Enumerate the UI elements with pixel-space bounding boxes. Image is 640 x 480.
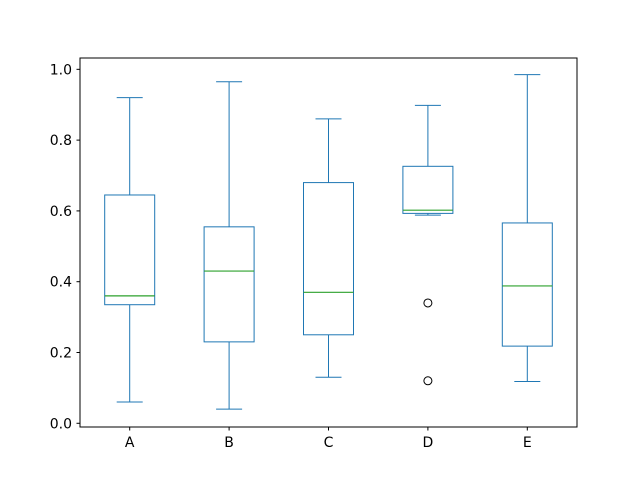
box-D: [402, 165, 454, 214]
x-tick-label: B: [224, 435, 234, 451]
box-B: [203, 226, 255, 343]
flier-D: [423, 298, 433, 308]
y-tick-label: 1.0: [50, 62, 72, 78]
y-tick-label: 0.8: [50, 133, 72, 149]
y-tick-label: 0.2: [50, 345, 72, 361]
x-tick-label: E: [523, 435, 532, 451]
box-A: [104, 194, 156, 306]
x-tick-label: C: [324, 435, 334, 451]
box-C: [303, 182, 354, 336]
box-E: [501, 222, 553, 347]
x-tick-label: A: [125, 435, 135, 451]
y-tick-label: 0.0: [50, 416, 72, 432]
x-tick-label: D: [423, 435, 434, 451]
y-tick-label: 0.4: [50, 275, 72, 291]
y-tick-label: 0.6: [50, 204, 72, 220]
flier-D: [423, 376, 433, 386]
